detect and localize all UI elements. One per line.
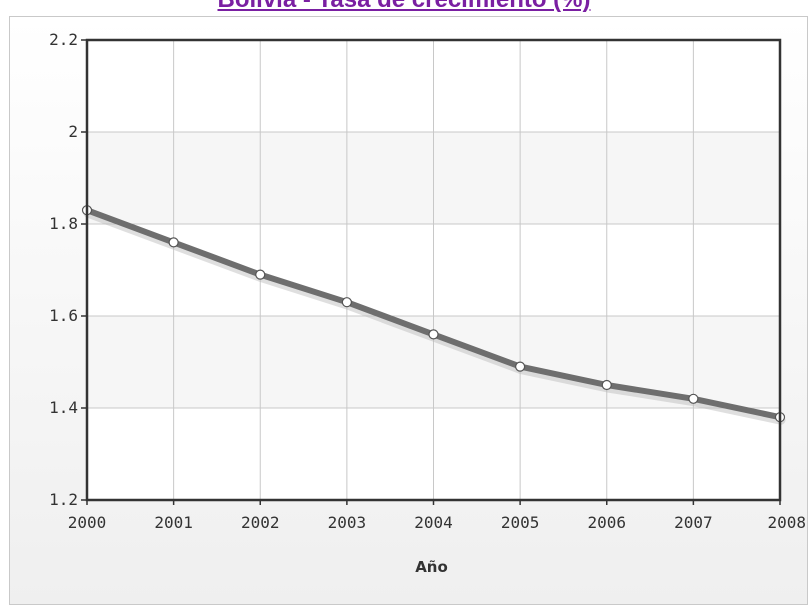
chart-title-link[interactable]: Bolivia - Tasa de crecimiento (%) bbox=[0, 0, 808, 16]
data-point[interactable] bbox=[255, 269, 266, 280]
data-point[interactable] bbox=[341, 297, 352, 308]
data-point[interactable] bbox=[515, 361, 526, 372]
y-tick-label: 1.6 bbox=[49, 306, 78, 325]
x-tick-label: 2008 bbox=[767, 513, 806, 532]
x-tick-label: 2006 bbox=[587, 513, 626, 532]
x-tick-label: 2001 bbox=[154, 513, 193, 532]
x-tick-label: 2004 bbox=[414, 513, 453, 532]
y-tick-label: 1.4 bbox=[49, 398, 78, 417]
data-point[interactable] bbox=[688, 393, 699, 404]
x-tick-label: 2002 bbox=[241, 513, 280, 532]
y-tick-label: 1.2 bbox=[49, 490, 78, 509]
data-point[interactable] bbox=[428, 329, 439, 340]
x-axis-ticks: 2000 2001 2002 2003 2004 2005 2006 2007 2008 bbox=[68, 500, 806, 532]
x-tick-label: 2000 bbox=[68, 513, 107, 532]
x-tick-label: 2003 bbox=[328, 513, 367, 532]
series-layer bbox=[81, 205, 786, 425]
x-axis-label: Año bbox=[415, 558, 448, 576]
x-tick-label: 2005 bbox=[501, 513, 540, 532]
y-tick-label: 2 bbox=[68, 122, 78, 141]
y-axis-ticks: 1.2 1.4 1.6 1.8 2 2.2 bbox=[49, 30, 87, 509]
y-tick-label: 2.2 bbox=[49, 30, 78, 49]
x-tick-label: 2007 bbox=[674, 513, 713, 532]
data-point[interactable] bbox=[601, 379, 612, 391]
data-point[interactable] bbox=[168, 237, 179, 248]
y-tick-label: 1.8 bbox=[49, 214, 78, 233]
